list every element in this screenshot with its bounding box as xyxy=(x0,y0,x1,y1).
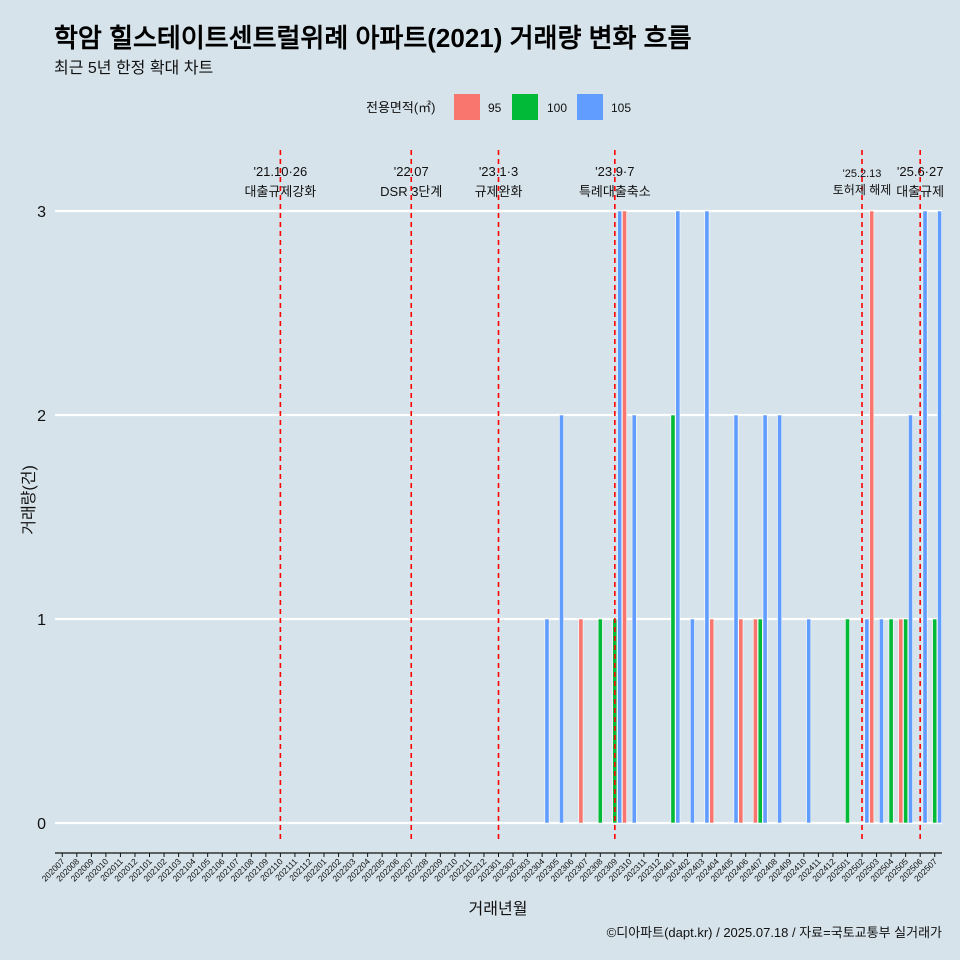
event-name-label: DSR 3단계 xyxy=(380,184,442,199)
legend-label-100: 100 xyxy=(547,101,567,115)
bar-105-202310 xyxy=(631,414,637,824)
bar-105-202507 xyxy=(937,210,942,824)
bar-105-202401 xyxy=(675,210,681,824)
bar-95-202406 xyxy=(738,618,744,824)
chart-title: 학암 힐스테이트센트럴위례 아파트(2021) 거래량 변화 흐름 xyxy=(54,23,692,53)
bar-105-202407 xyxy=(762,414,768,824)
event-lines: '21.10·26 대출규제강화 '22.07 DSR 3단계 '23.1·3 규제완화 '… xyxy=(245,150,944,842)
bars xyxy=(544,210,942,824)
legend-swatch-95 xyxy=(454,94,480,120)
event-date-label: '23.1·3 xyxy=(479,164,518,179)
bar-100-202308 xyxy=(597,618,603,824)
bar-95-202503 xyxy=(869,210,875,824)
bar-100-202407 xyxy=(757,618,763,824)
source-caption: ©디아파트(dapt.kr) / 2025.07.18 / 자료=국토교통부 실… xyxy=(606,925,942,940)
event-date-label: '23.9·7 xyxy=(595,164,634,179)
bar-100-202507 xyxy=(932,618,938,824)
bar-100-202504 xyxy=(888,618,894,824)
legend-label-95: 95 xyxy=(488,101,502,115)
bar-105-202402 xyxy=(689,618,695,824)
bar-105-202309 xyxy=(617,210,623,824)
bar-105-202506 xyxy=(922,210,928,824)
y-axis-title: 거래량(건) xyxy=(20,465,38,535)
bar-105-202503 xyxy=(878,618,884,824)
bar-105-202410 xyxy=(806,618,812,824)
legend-swatch-100 xyxy=(512,94,538,120)
bar-95-202505 xyxy=(898,618,904,824)
bar-105-202305 xyxy=(559,414,564,824)
legend-label-105: 105 xyxy=(611,101,631,115)
y-tick-label: 3 xyxy=(37,204,46,221)
axes: 0123202007202008202009202010202011202012… xyxy=(20,204,942,918)
bar-105-202502 xyxy=(864,618,870,824)
event-date-label: '22.07 xyxy=(394,164,429,179)
bar-100-202501 xyxy=(845,618,850,824)
legend-swatch-105 xyxy=(577,94,603,120)
event-date-label: '25.6·27 xyxy=(897,164,944,179)
event-name-label: 대출규제강화 xyxy=(245,184,317,199)
bar-105-202403 xyxy=(704,210,710,824)
bar-105-202405 xyxy=(733,414,739,824)
legend: 전용면적(㎡) 95 100 105 xyxy=(366,94,631,120)
event-name-label: 토허제 해제 xyxy=(833,183,892,197)
bar-95-202307 xyxy=(578,618,584,824)
event-date-label: '25.2.13 xyxy=(843,168,882,180)
x-axis-title: 거래년월 xyxy=(469,900,528,918)
bar-105-202304 xyxy=(544,618,550,824)
y-tick-label: 0 xyxy=(37,816,46,833)
y-tick-label: 2 xyxy=(37,408,46,425)
event-date-label: '21.10·26 xyxy=(253,164,307,179)
event-name-label: 특례대출축소 xyxy=(579,184,651,199)
chart-subtitle: 최근 5년 한정 확대 차트 xyxy=(54,60,214,77)
bar-100-202505 xyxy=(903,618,909,824)
bar-105-202505 xyxy=(908,414,913,824)
bar-100-202401 xyxy=(670,414,676,824)
bar-105-202408 xyxy=(777,414,783,824)
event-name-label: 대출규제 xyxy=(896,184,944,199)
bar-95-202310 xyxy=(622,210,627,824)
bar-95-202407 xyxy=(752,618,758,824)
event-name-label: 규제완화 xyxy=(475,184,523,199)
bar-95-202404 xyxy=(709,618,715,824)
legend-title: 전용면적(㎡) xyxy=(366,100,436,115)
y-tick-label: 1 xyxy=(37,612,46,629)
